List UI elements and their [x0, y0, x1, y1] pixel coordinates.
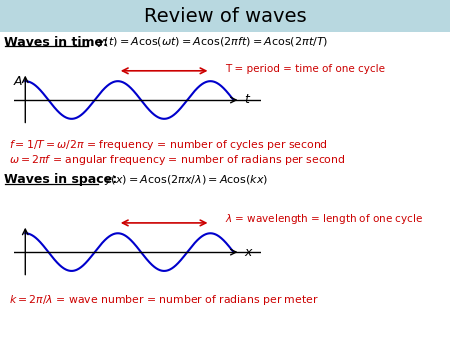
Text: T = period = time of one cycle: T = period = time of one cycle — [225, 64, 385, 74]
Text: $x$: $x$ — [244, 246, 253, 259]
Text: $\lambda$ = wavelength = length of one cycle: $\lambda$ = wavelength = length of one c… — [225, 212, 423, 226]
Text: Waves in time:: Waves in time: — [4, 36, 108, 49]
Text: $f = 1/T = \omega/2\pi$ = frequency = number of cycles per second: $f = 1/T = \omega/2\pi$ = frequency = nu… — [9, 138, 328, 152]
Text: $t$: $t$ — [244, 94, 251, 106]
Text: Waves in space:: Waves in space: — [4, 173, 117, 186]
Text: $y(x) = A\cos(2\pi x/\lambda) = A\cos(kx)$: $y(x) = A\cos(2\pi x/\lambda) = A\cos(kx… — [104, 173, 269, 187]
Text: $\omega = 2\pi f$ = angular frequency = number of radians per second: $\omega = 2\pi f$ = angular frequency = … — [9, 152, 346, 167]
Text: Review of waves: Review of waves — [144, 7, 306, 26]
Text: $A$: $A$ — [13, 75, 23, 88]
Text: $y(t) = A\cos(\omega t) = A\cos(2\pi ft) = A\cos(2\pi t/T)$: $y(t) = A\cos(\omega t) = A\cos(2\pi ft)… — [97, 35, 328, 49]
Text: $k = 2\pi/\lambda$ = wave number = number of radians per meter: $k = 2\pi/\lambda$ = wave number = numbe… — [9, 293, 319, 307]
FancyBboxPatch shape — [0, 0, 450, 32]
